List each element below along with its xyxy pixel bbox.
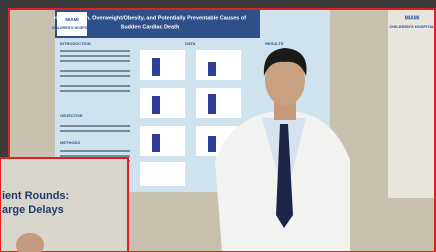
- section-heading: DATA: [185, 41, 196, 46]
- chart-panel: [140, 126, 185, 156]
- text-line: [60, 50, 130, 52]
- chart-panel: [140, 162, 185, 186]
- logo-box: [57, 12, 87, 36]
- text-line: [60, 90, 130, 92]
- section-heading: OBJECTIVE: [60, 113, 83, 118]
- text-line: [60, 150, 130, 152]
- section-heading: RESULTS: [265, 41, 284, 46]
- bar-shape: [152, 134, 160, 152]
- text-line: [60, 130, 130, 132]
- text-line: [60, 75, 130, 77]
- text-line: [60, 125, 130, 127]
- bar-shape: [152, 96, 160, 114]
- chart-panel: [140, 88, 185, 118]
- bar-shape: [208, 94, 216, 114]
- text-line: [60, 70, 130, 72]
- section-heading: INTRODUCTION: [60, 41, 91, 46]
- inset-text: arge Delays: [2, 204, 64, 216]
- logo-text: MIAMI: [65, 17, 78, 22]
- chart-panel: [196, 50, 241, 80]
- text-line: [60, 155, 130, 157]
- bar-shape: [208, 136, 216, 152]
- chart-panel: [196, 88, 241, 118]
- inset-text: ient Rounds:: [2, 190, 69, 202]
- logo-text: CHILDREN'S HOSPITAL: [52, 26, 94, 30]
- text-line: [60, 85, 130, 87]
- poster-subtitle: Sudden Cardiac Death: [121, 24, 180, 30]
- text-line: [60, 60, 130, 62]
- bar-shape: [208, 62, 216, 76]
- text-line: [60, 55, 130, 57]
- logo-text: MIAMI: [405, 15, 420, 21]
- photo: Hypertension, Overweight/Obesity, and Po…: [0, 0, 436, 252]
- section-heading: METHODS: [60, 140, 80, 145]
- right-poster: [388, 8, 436, 198]
- chart-panel: [140, 50, 185, 80]
- logo-text: CHILDREN'S HOSPITAL: [389, 24, 435, 29]
- bar-shape: [152, 58, 160, 76]
